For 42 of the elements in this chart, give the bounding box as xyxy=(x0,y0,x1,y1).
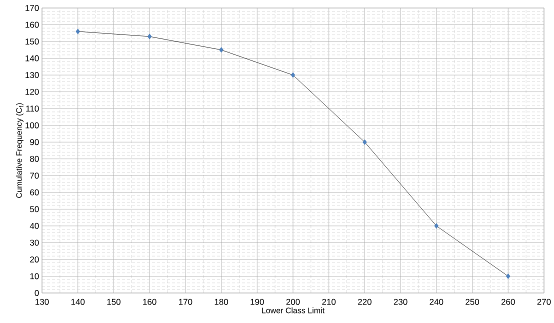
x-tick-label: 270 xyxy=(537,298,551,305)
x-tick-label: 150 xyxy=(107,298,120,305)
y-tick-label: 160 xyxy=(26,22,39,28)
y-tick-label: 50 xyxy=(30,206,39,212)
y-axis-title: Cumulative Frequency (C$_{f}$) xyxy=(16,103,24,198)
y-tick-label: 40 xyxy=(30,222,39,229)
point xyxy=(147,34,152,40)
y-tick-label: 30 xyxy=(30,240,39,246)
y-tick-label: 130 xyxy=(26,72,39,78)
y-tick-label: 70 xyxy=(30,172,39,179)
y-tick-label: 90 xyxy=(30,139,39,146)
x-tick-label: 180 xyxy=(214,298,228,305)
x-tick-label: 220 xyxy=(358,298,372,305)
point xyxy=(362,139,367,145)
y-tick-label: 140 xyxy=(26,55,39,62)
point xyxy=(219,47,224,53)
x-tick-label: 160 xyxy=(143,298,156,305)
x-tick-label: 260 xyxy=(501,298,515,305)
x-tick-label: 200 xyxy=(286,298,300,305)
point xyxy=(76,28,80,34)
x-tick-label: 210 xyxy=(322,298,336,305)
y-tick-label: 0 xyxy=(34,290,39,296)
x-tick-label: 130 xyxy=(36,298,49,305)
y-tick-label: 100 xyxy=(26,122,39,128)
point xyxy=(434,223,439,229)
y-tick-label: 110 xyxy=(26,106,39,112)
y-tick-label: 20 xyxy=(30,256,39,262)
x-tick-label: 250 xyxy=(466,298,480,305)
y-tick-label: 150 xyxy=(26,38,39,45)
y-tick-label: 10 xyxy=(30,273,39,280)
point xyxy=(290,72,296,78)
y-tick-label: 80 xyxy=(30,156,39,162)
point xyxy=(506,273,510,280)
x-tick-label: 170 xyxy=(178,298,192,305)
y-tick-label: 60 xyxy=(30,189,39,196)
x-tick-label: 230 xyxy=(394,298,408,305)
y-tick-label: 120 xyxy=(26,88,39,95)
y-tick-label: 170 xyxy=(26,4,39,11)
x-tick-label: 190 xyxy=(250,298,264,305)
x-tick-label: 140 xyxy=(71,298,85,305)
x-tick-label: 240 xyxy=(430,298,444,305)
x-axis-title: Lower Class Limit xyxy=(262,307,324,314)
